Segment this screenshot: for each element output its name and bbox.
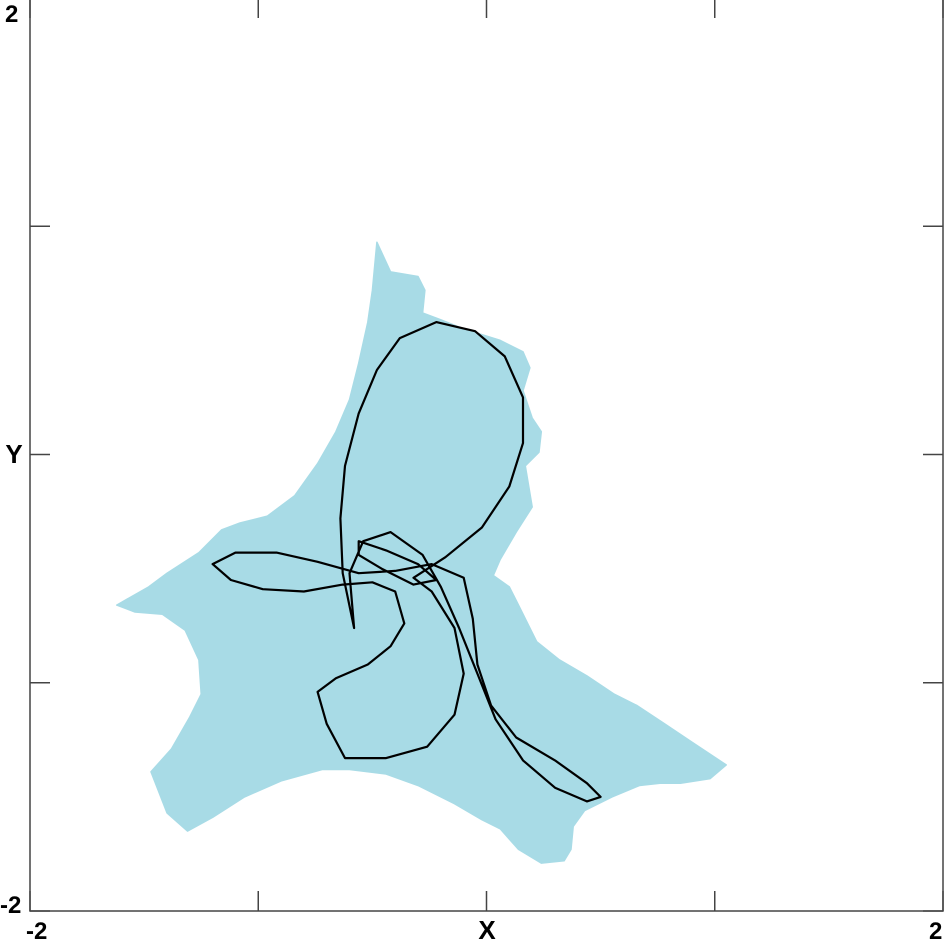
y-tick-label-min: -2 xyxy=(0,892,21,919)
tick-marks xyxy=(29,0,944,912)
y-axis-label: Y xyxy=(5,439,22,469)
y-tick-label-max: 2 xyxy=(5,1,18,28)
basin-region xyxy=(115,241,727,864)
x-tick-label-max: 2 xyxy=(929,918,942,945)
x-axis-label: X xyxy=(478,915,496,945)
attractor-series-1 xyxy=(357,540,438,586)
plot-area xyxy=(115,241,727,864)
attractor-series-0 xyxy=(211,321,602,803)
x-tick-label-min: -2 xyxy=(26,918,47,945)
